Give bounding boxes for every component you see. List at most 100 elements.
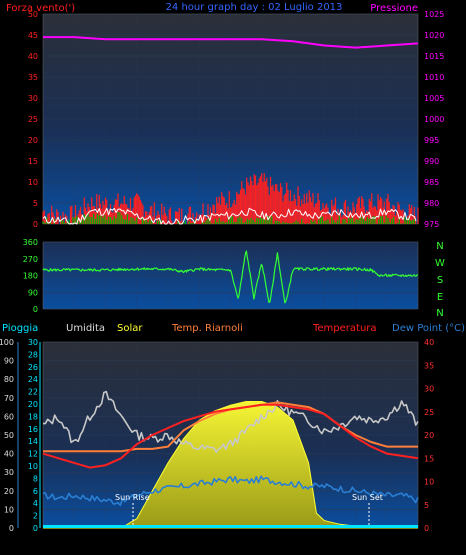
temp-x-tick-label: 12: [225, 537, 235, 546]
wind-y-tick-label: 0: [33, 220, 38, 229]
rain-y-tick-label: 22: [28, 388, 38, 397]
temp-x-tick-label: 18: [319, 537, 329, 546]
direction-x-tick-label: 06: [132, 313, 142, 322]
temperature-label: Temperatura: [312, 323, 377, 334]
rain-y-tick-label: 2: [33, 512, 38, 521]
humidity-y-tick-label: 70: [4, 394, 14, 403]
temp-y-tick-label: 10: [424, 478, 434, 487]
direction-x-tick-label: 16: [288, 313, 298, 322]
wind-y-tick-label: 35: [28, 73, 38, 82]
wind-y-tick-label: 50: [28, 10, 38, 19]
rain-y-tick-label: 12: [28, 450, 38, 459]
humidity-y-tick-label: 60: [4, 412, 14, 421]
labels-layer: 0510152025303540455097598098599099510001…: [0, 10, 444, 546]
pressure-y-tick-label: 995: [424, 136, 439, 145]
direction-x-tick-label: 18: [319, 313, 329, 322]
temp-y-tick-label: 35: [424, 361, 434, 370]
wind-y-tick-label: 25: [28, 115, 38, 124]
compass-label: W: [435, 258, 445, 269]
wind-x-tick-label: 22: [382, 229, 392, 238]
temperature-series-line: [42, 403, 419, 469]
temp-x-tick-label: 20: [350, 537, 360, 546]
temp-x-tick-label: 00: [413, 537, 423, 546]
compass-labels: N W S E N: [435, 241, 445, 319]
pressure-y-tick-label: 1005: [424, 94, 444, 103]
temp-y-tick-label: 5: [424, 501, 429, 510]
rain-y-tick-label: 26: [28, 363, 38, 372]
wind-x-tick-label: 18: [319, 229, 329, 238]
wind-x-tick-label: 10: [194, 229, 204, 238]
wind-x-tick-label: 04: [100, 229, 110, 238]
temp-x-tick-label: 04: [100, 537, 110, 546]
pressure-axis-label: Pressione: [370, 3, 418, 14]
temp-y-tick-label: 0: [424, 524, 429, 533]
pressure-y-tick-label: 980: [424, 199, 439, 208]
temp-x-tick-label: 08: [163, 537, 173, 546]
wind-x-tick-label: 14: [257, 229, 267, 238]
rain-y-tick-label: 24: [28, 375, 38, 384]
wind-y-tick-label: 45: [28, 31, 38, 40]
direction-x-tick-label: 10: [194, 313, 204, 322]
humidity-label: Umidita: [66, 323, 105, 334]
sunset-annotation: Sun Set: [352, 493, 383, 502]
compass-label: N: [436, 241, 443, 252]
pressure-y-tick-label: 1000: [424, 115, 444, 124]
rain-y-tick-label: 18: [28, 412, 38, 421]
temp-x-tick-label: 10: [194, 537, 204, 546]
rain-y-tick-label: 30: [28, 338, 38, 347]
wind-x-tick-label: 20: [350, 229, 360, 238]
wind-y-tick-label: 30: [28, 94, 38, 103]
wind-x-tick-label: 06: [132, 229, 142, 238]
direction-y-tick-label: 360: [23, 238, 38, 247]
temp-y-tick-label: 40: [424, 338, 434, 347]
direction-y-tick-label: 270: [23, 255, 38, 264]
wind-x-tick-label: 16: [288, 229, 298, 238]
direction-y-tick-label: 0: [33, 305, 38, 314]
wind-y-tick-label: 15: [28, 157, 38, 166]
pressure-y-tick-label: 985: [424, 178, 439, 187]
humidity-y-tick-label: 10: [4, 505, 14, 514]
humidity-y-tick-label: 80: [4, 375, 14, 384]
temp-x-tick-label: 14: [257, 537, 267, 546]
direction-x-tick-label: 00: [413, 313, 423, 322]
direction-x-tick-label: 08: [163, 313, 173, 322]
rain-y-tick-label: 0: [33, 524, 38, 533]
direction-x-tick-label: 14: [257, 313, 267, 322]
humidity-y-tick-label: 0: [9, 524, 14, 533]
direction-y-tick-label: 90: [28, 288, 38, 297]
data-layer: [42, 36, 419, 529]
dew-point-label: Dew Point (°C): [392, 323, 465, 334]
temp-y-tick-label: 15: [424, 454, 434, 463]
direction-x-tick-label: 20: [350, 313, 360, 322]
wind-y-tick-label: 40: [28, 52, 38, 61]
temp-x-tick-label: 16: [288, 537, 298, 546]
temp-y-tick-label: 20: [424, 431, 434, 440]
wind-y-tick-label: 20: [28, 136, 38, 145]
pressure-y-tick-label: 1020: [424, 31, 444, 40]
dew-point-series-line: [42, 475, 419, 507]
rain-label: Pioggia: [2, 323, 38, 334]
wind-x-tick-label: 12: [225, 229, 235, 238]
humidity-y-tick-label: 50: [4, 431, 14, 440]
wind-y-tick-label: 5: [33, 199, 38, 208]
rain-y-tick-label: 10: [28, 462, 38, 471]
rain-y-tick-label: 16: [28, 425, 38, 434]
pressure-y-tick-label: 1015: [424, 52, 444, 61]
rain-y-tick-label: 20: [28, 400, 38, 409]
pressure-y-tick-label: 975: [424, 220, 439, 229]
direction-x-tick-label: 02: [69, 313, 79, 322]
rain-y-tick-label: 4: [33, 499, 38, 508]
humidity-y-tick-label: 30: [4, 468, 14, 477]
solar-label: Solar: [117, 323, 143, 334]
temp-x-tick-label: 22: [382, 537, 392, 546]
wind-x-tick-label: 02: [69, 229, 79, 238]
direction-x-tick-label: 22: [382, 313, 392, 322]
pressure-y-tick-label: 990: [424, 157, 439, 166]
humidity-y-tick-label: 20: [4, 487, 14, 496]
rain-y-tick-label: 28: [28, 350, 38, 359]
direction-x-tick-label: 12: [225, 313, 235, 322]
gust-series-line: [42, 207, 417, 225]
pressure-series-line: [43, 36, 419, 49]
pressure-y-tick-label: 1010: [424, 73, 444, 82]
